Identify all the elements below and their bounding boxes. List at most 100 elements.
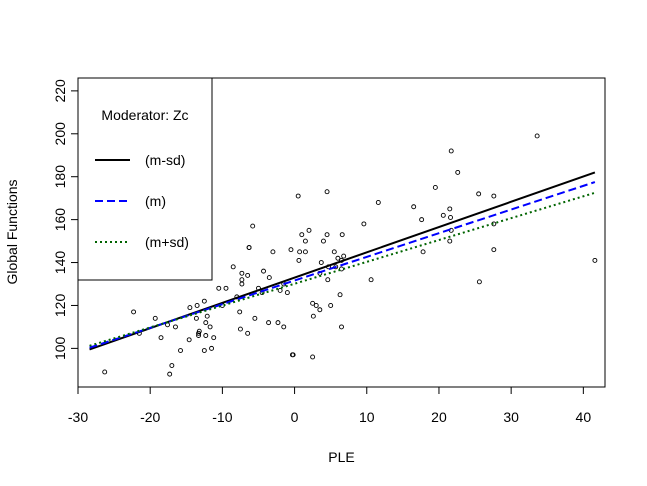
data-point	[261, 268, 266, 274]
data-point	[324, 189, 330, 195]
data-point	[266, 275, 272, 281]
y-tick-label: 160	[52, 208, 68, 232]
data-point	[368, 277, 374, 283]
data-point	[237, 326, 243, 332]
data-point	[207, 324, 213, 330]
data-point	[266, 320, 272, 326]
data-point	[440, 212, 446, 218]
x-tick-label: -10	[212, 409, 232, 425]
data-point	[491, 247, 497, 253]
y-tick-label: 140	[52, 251, 68, 275]
data-point	[102, 369, 108, 375]
x-tick-label: 20	[431, 409, 447, 425]
data-point	[306, 227, 312, 233]
data-point	[245, 330, 251, 336]
x-tick-label: 40	[576, 409, 592, 425]
data-point	[447, 238, 453, 244]
data-point	[296, 257, 302, 263]
y-tick-label: 120	[52, 294, 68, 318]
x-tick-label: 0	[291, 409, 299, 425]
y-tick-label: 180	[52, 165, 68, 189]
data-point	[209, 345, 215, 351]
legend-label: (m)	[145, 193, 166, 209]
data-point	[246, 245, 252, 250]
data-point	[173, 324, 178, 330]
data-point	[281, 324, 287, 330]
data-point	[325, 277, 331, 283]
y-tick-label: 220	[52, 79, 68, 103]
data-point	[476, 191, 482, 197]
y-tick-label: 200	[52, 122, 68, 146]
y-axis: 100 120 140 160 180 200 220	[52, 79, 79, 360]
data-point	[169, 363, 175, 368]
data-point	[302, 249, 308, 255]
data-point	[152, 315, 158, 321]
legend-box	[77, 77, 213, 281]
data-point	[534, 133, 540, 139]
data-point	[361, 221, 367, 227]
data-point	[432, 184, 438, 190]
y-tick-label: 100	[52, 336, 68, 360]
data-point	[302, 238, 308, 244]
legend-label: (m-sd)	[145, 152, 185, 168]
data-point	[277, 287, 283, 293]
data-point	[167, 371, 173, 377]
legend-title: Moderator: Zc	[101, 107, 188, 123]
data-point	[275, 320, 281, 326]
data-point	[196, 328, 202, 334]
data-point	[186, 337, 192, 343]
data-point	[310, 313, 316, 319]
series-line	[89, 181, 596, 349]
data-point	[339, 232, 345, 238]
legend: Moderator: Zc (m-sd) (m) (m+sd)	[77, 77, 213, 281]
data-point	[203, 320, 209, 326]
data-point	[448, 148, 454, 154]
data-point	[448, 215, 453, 220]
data-point	[239, 270, 245, 276]
data-point	[290, 352, 296, 358]
data-point	[419, 217, 425, 223]
data-point	[295, 193, 301, 199]
data-point	[328, 303, 334, 308]
data-point	[245, 272, 251, 278]
data-point	[211, 335, 217, 341]
data-point	[203, 333, 209, 338]
legend-label: (m+sd)	[145, 234, 189, 250]
data-point	[310, 354, 316, 360]
regression-lines	[89, 171, 596, 351]
x-axis: -30 -20 -10 0 10 20 30 40	[68, 386, 592, 425]
data-point	[204, 313, 210, 319]
scatter-points	[102, 133, 598, 377]
data-point	[201, 298, 207, 304]
data-point	[230, 264, 236, 270]
data-point	[158, 335, 164, 341]
data-point	[476, 279, 482, 285]
data-point	[313, 303, 319, 308]
data-point	[216, 285, 222, 291]
data-point	[239, 277, 245, 283]
x-tick-label: 30	[503, 409, 519, 425]
data-point	[341, 253, 347, 259]
data-point	[252, 315, 258, 321]
data-point	[193, 315, 199, 321]
data-point	[321, 238, 326, 244]
data-point	[447, 206, 453, 212]
data-point	[239, 281, 245, 287]
data-point	[131, 309, 137, 315]
data-point	[194, 303, 200, 308]
data-point	[270, 249, 276, 255]
data-point	[288, 247, 294, 253]
data-point	[223, 285, 229, 291]
x-tick-label: 10	[359, 409, 375, 425]
data-point	[324, 232, 330, 238]
data-point	[284, 290, 290, 296]
data-point	[337, 292, 343, 298]
data-point	[455, 169, 461, 175]
data-point	[178, 348, 183, 353]
data-point	[317, 307, 323, 313]
data-point	[592, 257, 598, 263]
data-point	[318, 260, 324, 265]
data-point	[411, 204, 417, 210]
data-point	[297, 249, 303, 255]
